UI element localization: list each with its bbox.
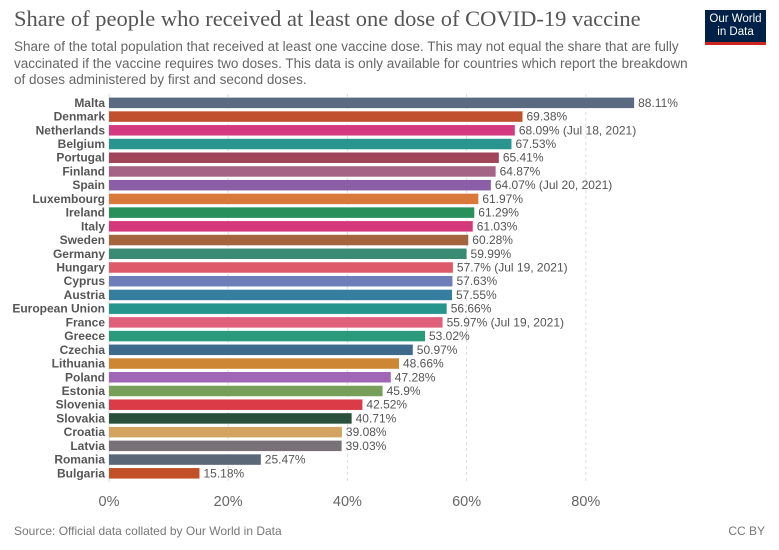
bar [109,138,512,150]
value-label: 59.99% [471,247,512,261]
value-label: 68.09% (Jul 18, 2021) [519,123,636,137]
value-label: 42.52% [366,398,407,412]
country-label: France [66,315,106,329]
country-label: Latvia [70,439,105,453]
bar [109,193,479,205]
country-label: Slovakia [56,411,105,425]
bar [109,330,425,342]
bar [109,207,475,218]
country-label: Portugal [56,151,105,165]
value-label: 60.28% [472,233,513,247]
country-label: Czechia [60,343,106,357]
value-label: 65.41% [503,151,544,165]
bar [109,358,400,369]
country-label: Netherlands [36,123,106,137]
bar [109,262,453,273]
country-label: Ireland [66,206,105,220]
value-label: 55.97% (Jul 19, 2021) [447,315,564,329]
country-label: Belgium [58,137,105,151]
country-label: Luxembourg [32,192,105,206]
bar [109,440,342,452]
logo-line-2: in Data [717,26,754,38]
value-label: 57.55% [456,288,497,302]
x-tick-label: 40% [333,494,362,510]
bar [109,152,499,163]
bar [109,234,469,246]
value-label: 61.03% [477,219,518,233]
value-label: 57.63% [456,274,497,288]
x-tick-label: 20% [214,494,243,510]
bar [109,413,352,424]
value-label: 67.53% [515,137,556,151]
value-label: 39.08% [346,425,387,439]
bar [109,468,200,479]
x-tick-label: 60% [452,494,481,510]
country-label: Austria [64,288,106,302]
country-label: Croatia [64,425,106,439]
value-label: 50.97% [417,343,458,357]
bar [109,221,473,232]
value-label: 15.18% [203,466,244,480]
country-label: European Union [12,302,105,316]
bar-chart: 0% 20% 40% 60% 80% Malta 88.11% Denmark 69.38% Ne… [12,94,678,510]
value-label: 48.66% [403,357,444,371]
chart-title: Share of people who received at least on… [14,6,641,31]
value-label: 88.11% [638,96,678,110]
bar [109,303,447,314]
source-note: Source: Official data collated by Our Wo… [14,524,282,538]
value-label: 53.02% [429,329,470,343]
bar [109,454,261,465]
owid-logo[interactable]: Our World in Data [705,10,766,45]
country-label: Romania [54,453,105,467]
bar [109,166,496,177]
country-label: Spain [72,178,105,192]
bar [109,399,363,410]
value-label: 39.03% [346,439,387,453]
country-label: Italy [81,219,105,233]
value-label: 57.7% (Jul 19, 2021) [457,261,568,275]
bar [109,248,467,260]
bar [109,344,413,356]
bar [109,317,443,328]
value-label: 45.9% [387,384,421,398]
country-label: Hungary [56,261,105,275]
bar [109,275,453,287]
license-label[interactable]: CC BY [728,524,765,538]
bar [109,426,342,438]
value-label: 47.28% [395,370,436,384]
value-label: 61.97% [482,192,523,206]
country-label: Denmark [54,110,106,124]
value-label: 69.38% [527,110,568,124]
logo-line-1: Our World [709,13,762,25]
country-label: Slovenia [56,398,106,412]
value-label: 64.07% (Jul 20, 2021) [495,178,612,192]
country-label: Malta [74,96,105,110]
bar [109,385,383,397]
country-label: Sweden [60,233,105,247]
value-label: 56.66% [451,302,492,316]
value-label: 40.71% [356,411,397,425]
country-label: Germany [53,247,105,261]
x-tick-label: 0% [99,494,120,510]
country-label: Cyprus [64,274,106,288]
country-label: Finland [62,164,105,178]
bar [109,372,391,383]
bar [109,179,491,191]
value-label: 64.87% [500,164,541,178]
country-label: Poland [65,370,105,384]
value-label: 61.29% [478,206,519,220]
value-label: 25.47% [265,453,306,467]
country-label: Bulgaria [57,466,105,480]
bar [109,97,635,109]
country-label: Estonia [62,384,106,398]
x-tick-label: 80% [571,494,600,510]
chart-subtitle: Share of the total population that recei… [14,39,688,87]
country-label: Lithuania [52,357,106,371]
bar [109,289,452,301]
bar [109,111,523,122]
country-label: Greece [64,329,105,343]
bar [109,125,515,136]
